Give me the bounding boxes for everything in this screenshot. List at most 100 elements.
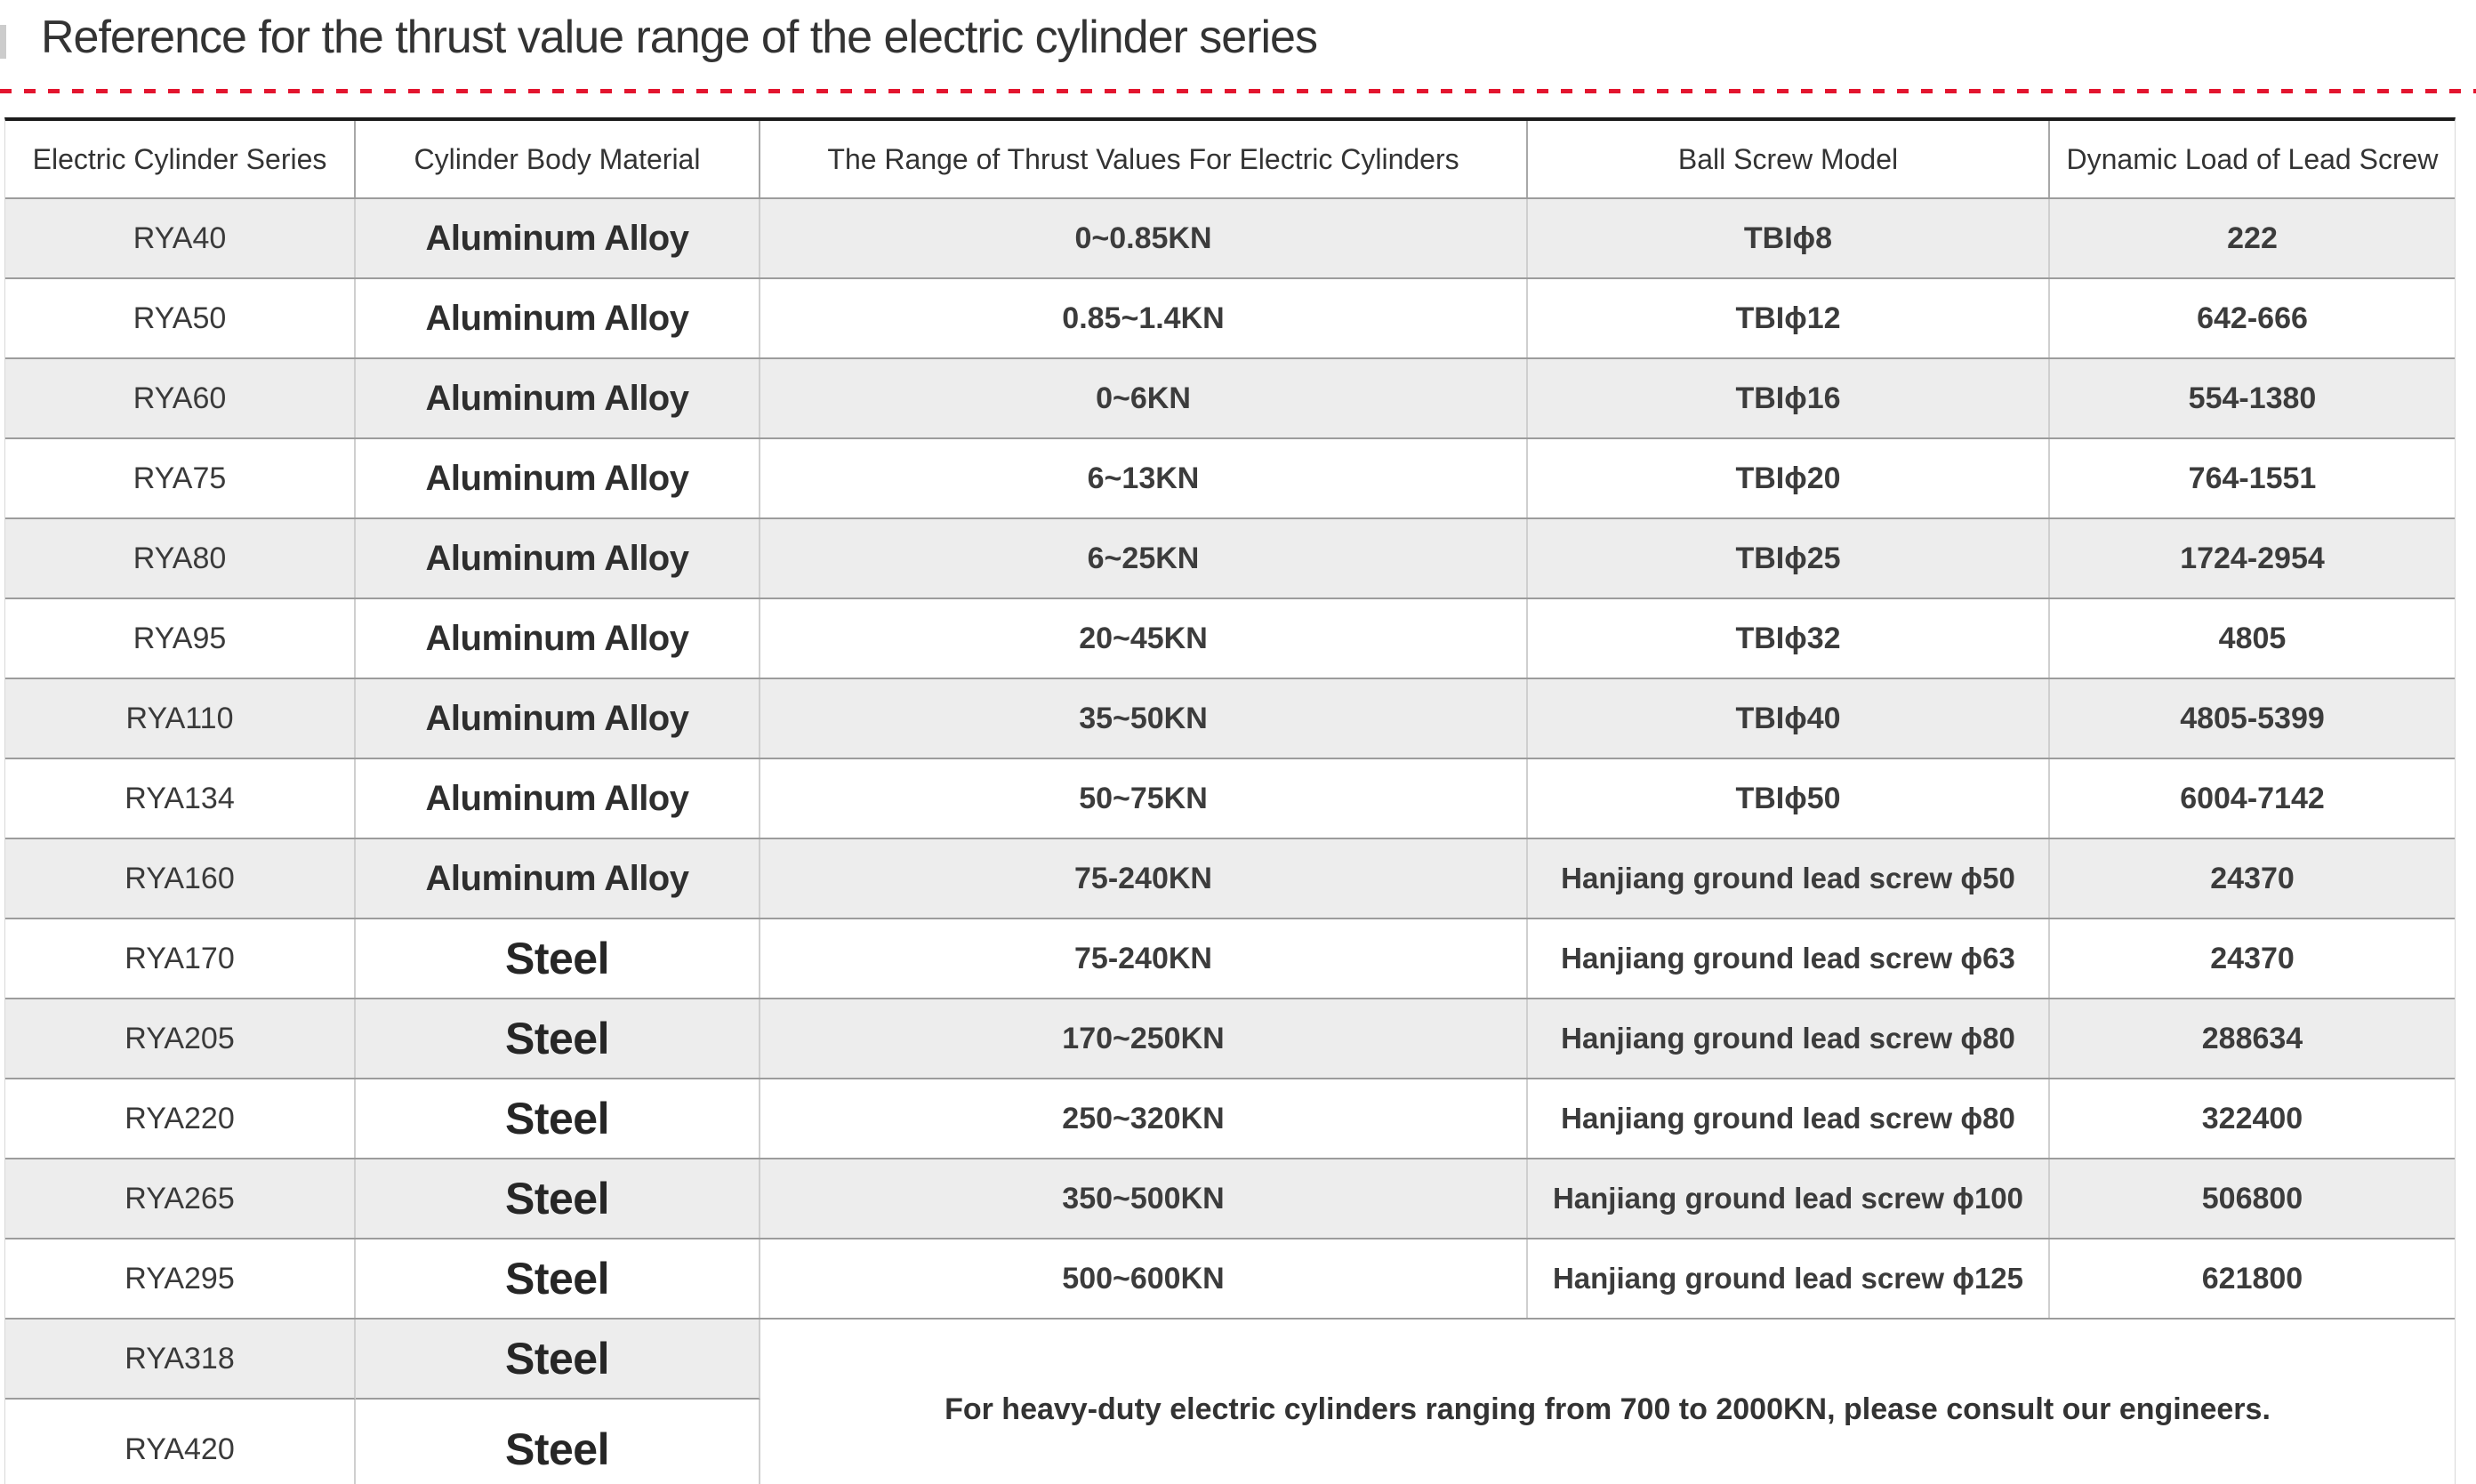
cell-load: 322400 xyxy=(2201,1101,2303,1135)
cell-thrust: 20~45KN xyxy=(760,599,1528,678)
header-ball-screw-model: Ball Screw Model xyxy=(1528,121,2050,197)
table-row-rya160: RYA160 Aluminum Alloy 75-240KN Hanjiang … xyxy=(5,839,2455,919)
cell-material-rya420: Steel xyxy=(356,1400,760,1484)
cell-screw: TBIϕ50 xyxy=(1528,759,2050,838)
cell-material: Steel xyxy=(356,999,760,1078)
cell-series: RYA295 xyxy=(5,1239,356,1318)
cell-material: Aluminum Alloy xyxy=(356,839,760,918)
cell-screw: Hanjiang ground lead screw ϕ125 xyxy=(1528,1239,2050,1318)
cell-material: Steel xyxy=(356,1239,760,1318)
table-row-rya95: RYA95 Aluminum Alloy 20~45KN TBIϕ32 4805 xyxy=(5,599,2455,679)
table-row-rya110: RYA110 Aluminum Alloy 35~50KN TBIϕ40 480… xyxy=(5,679,2455,759)
cell-material: Steel xyxy=(356,1159,760,1238)
cell-thrust: 350~500KN xyxy=(760,1159,1528,1238)
cell-series: RYA110 xyxy=(5,679,356,758)
cell-screw: TBIϕ16 xyxy=(1528,359,2050,437)
cell-load: 288634 xyxy=(2201,1021,2303,1055)
cell-series: RYA80 xyxy=(5,519,356,598)
header-dynamic-load: Dynamic Load of Lead Screw xyxy=(2066,142,2439,175)
cell-load: 4805-5399 xyxy=(2180,701,2325,735)
cell-screw: TBIϕ40 xyxy=(1528,679,2050,758)
left-edge-mark xyxy=(0,25,6,59)
table-row-rya75: RYA75 Aluminum Alloy 6~13KN TBIϕ20 764-1… xyxy=(5,439,2455,519)
cell-load: 4805 xyxy=(2218,621,2287,655)
table-row-rya80: RYA80 Aluminum Alloy 6~25KN TBIϕ25 1724-… xyxy=(5,519,2455,599)
table-row-rya134: RYA134 Aluminum Alloy 50~75KN TBIϕ50 600… xyxy=(5,759,2455,839)
cell-series: RYA134 xyxy=(5,759,356,838)
cell-material: Aluminum Alloy xyxy=(356,279,760,357)
cell-material: Aluminum Alloy xyxy=(356,199,760,277)
cell-load: 554-1380 xyxy=(2188,381,2317,415)
cell-thrust: 0~0.85KN xyxy=(760,199,1528,277)
cell-series: RYA60 xyxy=(5,359,356,437)
cell-load: 506800 xyxy=(2201,1181,2303,1215)
page-title: Reference for the thrust value range of … xyxy=(41,12,1318,63)
cell-screw: TBIϕ12 xyxy=(1528,279,2050,357)
cell-thrust: 0.85~1.4KN xyxy=(760,279,1528,357)
cell-screw: Hanjiang ground lead screw ϕ50 xyxy=(1528,839,2050,918)
cell-thrust: 6~13KN xyxy=(760,439,1528,517)
cell-load: 642-666 xyxy=(2197,301,2308,335)
cell-series: RYA160 xyxy=(5,839,356,918)
cell-material: Aluminum Alloy xyxy=(356,679,760,758)
table-header-row: Electric Cylinder Series Cylinder Body M… xyxy=(5,121,2455,199)
table-footer-section: RYA318 Steel For heavy-duty electric cyl… xyxy=(5,1320,2455,1484)
cell-thrust: 6~25KN xyxy=(760,519,1528,598)
cell-material: Steel xyxy=(356,1079,760,1158)
cell-screw: TBIϕ25 xyxy=(1528,519,2050,598)
table-row-rya205: RYA205 Steel 170~250KN Hanjiang ground l… xyxy=(5,999,2455,1079)
cell-screw: Hanjiang ground lead screw ϕ80 xyxy=(1528,1079,2050,1158)
cell-thrust: 35~50KN xyxy=(760,679,1528,758)
cell-load: 764-1551 xyxy=(2188,461,2317,495)
cell-series: RYA40 xyxy=(5,199,356,277)
cell-thrust: 75-240KN xyxy=(760,839,1528,918)
cell-screw: TBIϕ20 xyxy=(1528,439,2050,517)
table-row-rya265: RYA265 Steel 350~500KN Hanjiang ground l… xyxy=(5,1159,2455,1239)
cell-material: Aluminum Alloy xyxy=(356,759,760,838)
table-row-rya40: RYA40 Aluminum Alloy 0~0.85KN TBIϕ8 222 xyxy=(5,199,2455,279)
header-electric-cylinder-series: Electric Cylinder Series xyxy=(5,121,356,197)
cell-series: RYA265 xyxy=(5,1159,356,1238)
table-row-rya50: RYA50 Aluminum Alloy 0.85~1.4KN TBIϕ12 6… xyxy=(5,279,2455,359)
cell-load: 222 xyxy=(2227,221,2278,255)
cell-load: 24370 xyxy=(2210,861,2295,895)
cell-material: Aluminum Alloy xyxy=(356,359,760,437)
header-thrust-range: The Range of Thrust Values For Electric … xyxy=(760,121,1528,197)
cell-series: RYA95 xyxy=(5,599,356,678)
cell-series: RYA220 xyxy=(5,1079,356,1158)
dashed-divider xyxy=(0,89,2476,93)
cell-material-rya318: Steel xyxy=(356,1320,760,1400)
table-row-rya170: RYA170 Steel 75-240KN Hanjiang ground le… xyxy=(5,919,2455,999)
cell-thrust: 75-240KN xyxy=(760,919,1528,998)
cell-screw: Hanjiang ground lead screw ϕ63 xyxy=(1528,919,2050,998)
cell-series: RYA75 xyxy=(5,439,356,517)
cell-series: RYA50 xyxy=(5,279,356,357)
cell-load: 6004-7142 xyxy=(2180,781,2325,815)
table-row-rya220: RYA220 Steel 250~320KN Hanjiang ground l… xyxy=(5,1079,2455,1159)
cell-material: Aluminum Alloy xyxy=(356,439,760,517)
cell-load: 621800 xyxy=(2201,1261,2303,1295)
cell-material: Aluminum Alloy xyxy=(356,599,760,678)
cell-load: 24370 xyxy=(2210,941,2295,975)
cell-thrust: 250~320KN xyxy=(760,1079,1528,1158)
cell-screw: Hanjiang ground lead screw ϕ100 xyxy=(1528,1159,2050,1238)
cell-series-rya318: RYA318 xyxy=(5,1320,356,1400)
cell-load: 1724-2954 xyxy=(2180,541,2325,575)
cell-screw: TBIϕ32 xyxy=(1528,599,2050,678)
header-cylinder-body-material: Cylinder Body Material xyxy=(356,121,760,197)
cell-series-rya420: RYA420 xyxy=(5,1400,356,1484)
heavy-duty-note: For heavy-duty electric cylinders rangin… xyxy=(760,1320,2455,1484)
cell-screw: TBIϕ8 xyxy=(1528,199,2050,277)
cell-thrust: 0~6KN xyxy=(760,359,1528,437)
cell-material: Steel xyxy=(356,919,760,998)
thrust-reference-table: Electric Cylinder Series Cylinder Body M… xyxy=(4,117,2456,1484)
table-row-rya295: RYA295 Steel 500~600KN Hanjiang ground l… xyxy=(5,1239,2455,1320)
cell-series: RYA170 xyxy=(5,919,356,998)
cell-thrust: 500~600KN xyxy=(760,1239,1528,1318)
cell-series: RYA205 xyxy=(5,999,356,1078)
table-row-rya60: RYA60 Aluminum Alloy 0~6KN TBIϕ16 554-13… xyxy=(5,359,2455,439)
cell-thrust: 50~75KN xyxy=(760,759,1528,838)
cell-material: Aluminum Alloy xyxy=(356,519,760,598)
cell-thrust: 170~250KN xyxy=(760,999,1528,1078)
